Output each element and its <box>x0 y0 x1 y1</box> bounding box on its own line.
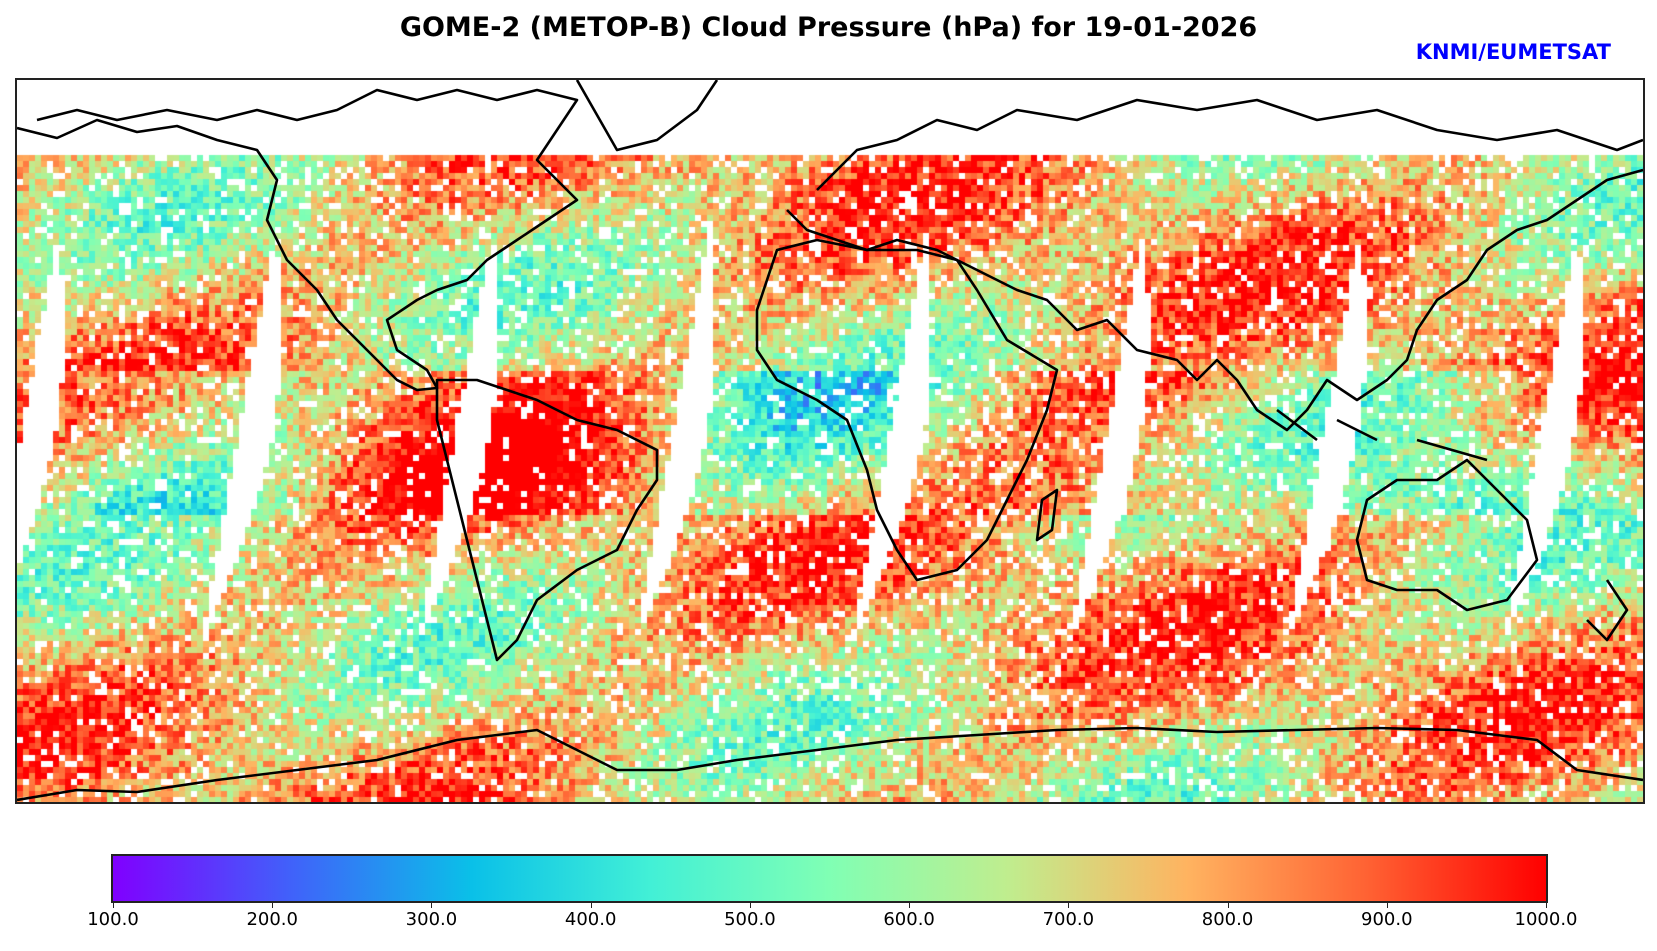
coastline-africa <box>755 238 1059 582</box>
coastline-madagascar <box>1035 488 1059 542</box>
colorbar-tick <box>909 901 911 908</box>
coastline-australia <box>1355 458 1539 612</box>
colorbar-tick <box>1068 901 1070 908</box>
coastline-south-america <box>435 378 659 662</box>
coastline-eurasia <box>786 98 1643 432</box>
colorbar <box>111 854 1548 903</box>
map-panel <box>15 78 1645 804</box>
colorbar-tick-label: 600.0 <box>883 909 935 930</box>
colorbar-tick <box>113 901 114 908</box>
colorbar-tick <box>590 901 592 908</box>
colorbar-tick-label: 100.0 <box>87 909 139 930</box>
coastline-antarctica <box>17 726 1643 802</box>
cloud-pressure-field <box>17 80 1643 802</box>
colorbar-tick-label: 1000.0 <box>1514 909 1578 930</box>
colorbar-tick-label: 700.0 <box>1042 909 1095 930</box>
colorbar-tick-label: 300.0 <box>405 909 458 930</box>
colorbar-tick <box>1546 901 1547 908</box>
colorbar-tick-label: 400.0 <box>564 909 617 930</box>
coastline-new-zealand <box>1586 579 1629 642</box>
colorbar-tick <box>749 901 751 908</box>
colorbar-tick <box>272 901 274 908</box>
coastline-greenland <box>575 80 719 152</box>
colorbar-tick-label: 200.0 <box>246 909 298 930</box>
colorbar-tick <box>1386 901 1388 908</box>
colorbar-tick-label: 900.0 <box>1361 909 1413 930</box>
coastline-indonesia <box>1276 408 1488 462</box>
colorbar-tick <box>1227 901 1229 908</box>
colorbar-tick <box>431 901 433 908</box>
credit-label: KNMI/EUMETSAT <box>1415 40 1611 64</box>
map-title: GOME-2 (METOP-B) Cloud Pressure (hPa) fo… <box>399 12 1258 43</box>
coastline-north-america <box>17 88 579 392</box>
colorbar-tick-label: 800.0 <box>1201 909 1254 930</box>
colorbar-tick-label: 500.0 <box>724 909 776 930</box>
coastlines <box>17 80 1643 802</box>
